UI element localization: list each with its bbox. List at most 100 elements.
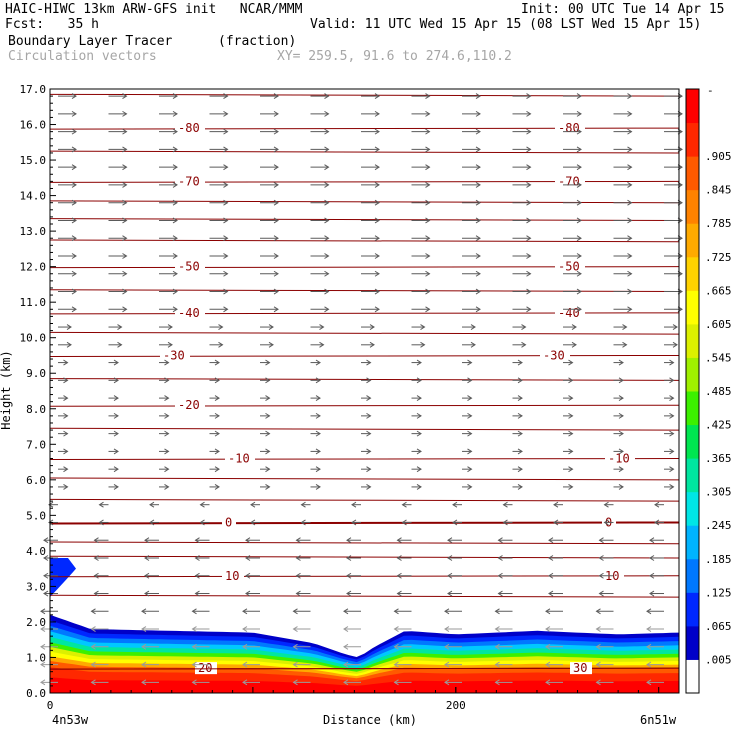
y-tick-label: 1.0 bbox=[26, 651, 46, 664]
vector-head bbox=[595, 626, 601, 632]
vector-head bbox=[517, 448, 523, 455]
contour-label-bg bbox=[175, 399, 205, 412]
vector-head bbox=[672, 324, 678, 330]
vector-head bbox=[90, 643, 96, 650]
y-tick-label: 6.0 bbox=[26, 474, 46, 487]
vector-head bbox=[517, 484, 523, 490]
vector-head bbox=[393, 661, 399, 668]
vector-head bbox=[194, 555, 200, 561]
vector-head bbox=[113, 484, 119, 490]
vector-head bbox=[425, 146, 431, 153]
vector-head bbox=[191, 679, 197, 686]
vector-head bbox=[595, 679, 601, 686]
contour-label-bg bbox=[555, 260, 585, 273]
vector-head bbox=[374, 164, 380, 171]
vector-head bbox=[598, 590, 604, 597]
vector-head bbox=[122, 182, 128, 188]
vector-head bbox=[526, 270, 532, 277]
vector-head bbox=[669, 359, 675, 366]
vector-head bbox=[315, 395, 321, 402]
vector-head bbox=[396, 572, 402, 579]
vector-head bbox=[295, 572, 301, 579]
vector-head bbox=[292, 661, 298, 668]
vector-head bbox=[374, 93, 380, 100]
colorbar-label: .545 bbox=[705, 351, 732, 364]
colorbar-swatch bbox=[686, 122, 699, 157]
vector-head bbox=[568, 412, 574, 419]
vector-head bbox=[48, 501, 54, 508]
colorbar-label: .125 bbox=[705, 586, 732, 599]
vector-head bbox=[319, 341, 325, 348]
vector-head bbox=[324, 93, 330, 100]
contour-label-bg bbox=[222, 516, 236, 529]
vector-head bbox=[265, 377, 271, 384]
vector-head bbox=[265, 395, 271, 402]
vector-head bbox=[576, 270, 582, 277]
vector-head bbox=[63, 359, 69, 366]
vector-head bbox=[191, 643, 197, 650]
vector-head bbox=[63, 412, 69, 419]
vector-head bbox=[273, 199, 279, 206]
contour-label: -80 bbox=[178, 121, 200, 135]
vector-head bbox=[223, 93, 229, 100]
vector-head bbox=[324, 146, 330, 153]
vector-head bbox=[396, 555, 402, 561]
vector-head bbox=[548, 537, 554, 544]
colorbar-swatch bbox=[686, 558, 699, 593]
vector-head bbox=[526, 110, 532, 117]
vector-head bbox=[93, 555, 99, 561]
vector-head bbox=[618, 377, 624, 384]
vector-head bbox=[366, 484, 372, 490]
vector-head bbox=[71, 93, 77, 100]
vector-head bbox=[90, 608, 96, 615]
vector-head bbox=[526, 306, 532, 313]
vector-head bbox=[40, 643, 46, 650]
vector-head bbox=[467, 359, 473, 366]
vector-head bbox=[467, 377, 473, 384]
vector-head bbox=[425, 270, 431, 277]
vector-head bbox=[646, 626, 652, 632]
vector-head bbox=[223, 199, 229, 206]
vector-head bbox=[622, 324, 628, 330]
vector-head bbox=[374, 270, 380, 277]
vector-head bbox=[425, 128, 431, 135]
vector-head bbox=[245, 555, 251, 561]
vector-head bbox=[324, 128, 330, 135]
colorbar-swatch bbox=[686, 424, 699, 459]
colorbar-label: .485 bbox=[705, 385, 732, 398]
vector-head bbox=[622, 341, 628, 348]
colorbar: .005 .065 .125 .185 .245 .305 .365 .425 .485 .545… bbox=[685, 84, 732, 694]
vector-head bbox=[654, 501, 660, 508]
vector-head bbox=[273, 146, 279, 153]
vector-head bbox=[618, 359, 624, 366]
vector-head bbox=[393, 626, 399, 632]
vector-head bbox=[273, 164, 279, 171]
colorbar-swatch bbox=[686, 458, 699, 493]
vector-head bbox=[366, 377, 372, 384]
vector-head bbox=[194, 537, 200, 544]
vector-head bbox=[374, 217, 380, 224]
vector-head bbox=[366, 448, 372, 455]
temperature-contour bbox=[49, 331, 680, 335]
temperature-contour bbox=[49, 541, 680, 545]
y-tick-label: 9.0 bbox=[26, 367, 46, 380]
vector-head bbox=[351, 519, 357, 526]
colorbar-swatch bbox=[686, 592, 699, 627]
vector-head bbox=[470, 341, 476, 348]
vector-head bbox=[141, 626, 147, 632]
vector-head bbox=[669, 395, 675, 402]
field-units: (fraction) bbox=[218, 34, 297, 49]
colorbar-swatch bbox=[686, 189, 699, 224]
vector-head bbox=[526, 93, 532, 100]
vector-head bbox=[194, 572, 200, 579]
vector-head bbox=[366, 466, 372, 473]
vector-head bbox=[172, 288, 178, 295]
vector-head bbox=[374, 182, 380, 188]
vector-head bbox=[90, 626, 96, 632]
contour-label: 30 bbox=[573, 661, 587, 675]
init-time: Init: 00 UTC Tue 14 Apr 15 bbox=[521, 2, 725, 17]
vector-head bbox=[425, 93, 431, 100]
y-tick-label: 15.0 bbox=[20, 154, 47, 167]
contour-label-bg bbox=[225, 452, 255, 465]
